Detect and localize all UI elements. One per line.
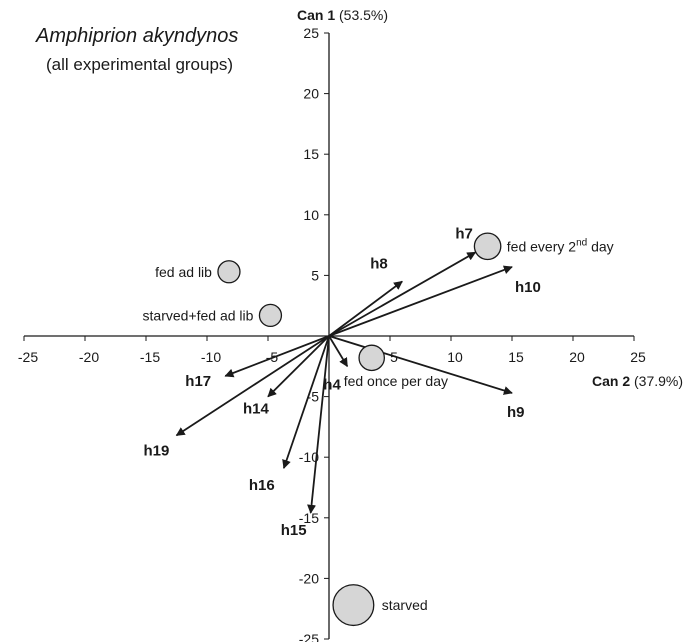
- vector-arrow-h9: [328, 335, 513, 395]
- x-tick-label: 10: [447, 349, 463, 365]
- vector-label-h19: h19: [144, 442, 170, 459]
- y-tick-label: 20: [303, 86, 319, 102]
- x-tick-label: -25: [18, 349, 38, 365]
- x-tick-label: 20: [569, 349, 585, 365]
- y-axis-name: Can 1: [297, 7, 335, 23]
- y-axis-percent: (53.5%): [335, 7, 388, 23]
- x-axis-title: Can 2 (37.9%): [592, 373, 683, 389]
- vector-label-h8: h8: [370, 255, 388, 272]
- vector-arrow-h14: [267, 335, 330, 398]
- group-label-1: starved+fed ad lib: [143, 307, 254, 323]
- vector-label-h16: h16: [249, 477, 275, 494]
- group-marker-3: [358, 344, 386, 372]
- x-tick-label: -15: [140, 349, 160, 365]
- vector-label-h7: h7: [455, 225, 473, 242]
- group-label-3: fed once per day: [344, 373, 448, 389]
- x-axis-name: Can 2: [592, 373, 630, 389]
- vector-arrow-h7: [328, 251, 477, 337]
- group-marker-4: [332, 584, 375, 627]
- chart-title: Amphiprion akyndynos: [35, 25, 238, 47]
- vector-label-h10: h10: [515, 279, 541, 296]
- group-marker-1: [258, 303, 283, 328]
- y-tick-label: 25: [303, 25, 319, 41]
- group-centroids: fed ad lib starved+fed ad lib fed every 2n…: [143, 232, 614, 627]
- vector-arrow-h4: [328, 335, 349, 368]
- chart-subtitle: (all experimental groups): [46, 55, 233, 74]
- group-marker-0: [217, 260, 241, 284]
- vector-arrow-h15: [307, 335, 330, 514]
- y-tick-label: -10: [299, 449, 319, 465]
- vector-label-h17: h17: [185, 373, 211, 390]
- y-tick-label: -20: [299, 570, 319, 586]
- vector-label-h9: h9: [507, 404, 525, 421]
- x-tick-label: 15: [508, 349, 524, 365]
- group-label-2: fed every 2nd day: [507, 237, 614, 254]
- vector-label-h15: h15: [281, 522, 307, 539]
- y-tick-label: -25: [299, 631, 319, 642]
- vector-label-h4: h4: [323, 376, 341, 393]
- loading-vectors: h7 h8 h10 h9 h4 h17 h14 h19 h16 h15: [144, 225, 541, 539]
- vector-arrow-h10: [328, 265, 513, 337]
- group-label-4: starved: [382, 597, 428, 613]
- y-axis-title: Can 1 (53.5%): [297, 7, 388, 23]
- x-tick-label: 25: [630, 349, 646, 365]
- y-tick-label: 5: [311, 267, 319, 283]
- x-tick-label: -20: [79, 349, 99, 365]
- group-marker-2: [473, 232, 502, 261]
- vector-arrow-h16: [282, 335, 330, 469]
- group-label-0: fed ad lib: [155, 264, 212, 280]
- x-tick-label: -10: [201, 349, 221, 365]
- vector-arrow-h8: [328, 280, 403, 337]
- vector-arrow-h17: [224, 335, 330, 378]
- y-tick-label: 10: [303, 207, 319, 223]
- vector-arrow-h19: [175, 335, 330, 437]
- y-tick-label: 15: [303, 146, 319, 162]
- vector-label-h14: h14: [243, 401, 270, 418]
- x-axis-percent: (37.9%): [630, 373, 683, 389]
